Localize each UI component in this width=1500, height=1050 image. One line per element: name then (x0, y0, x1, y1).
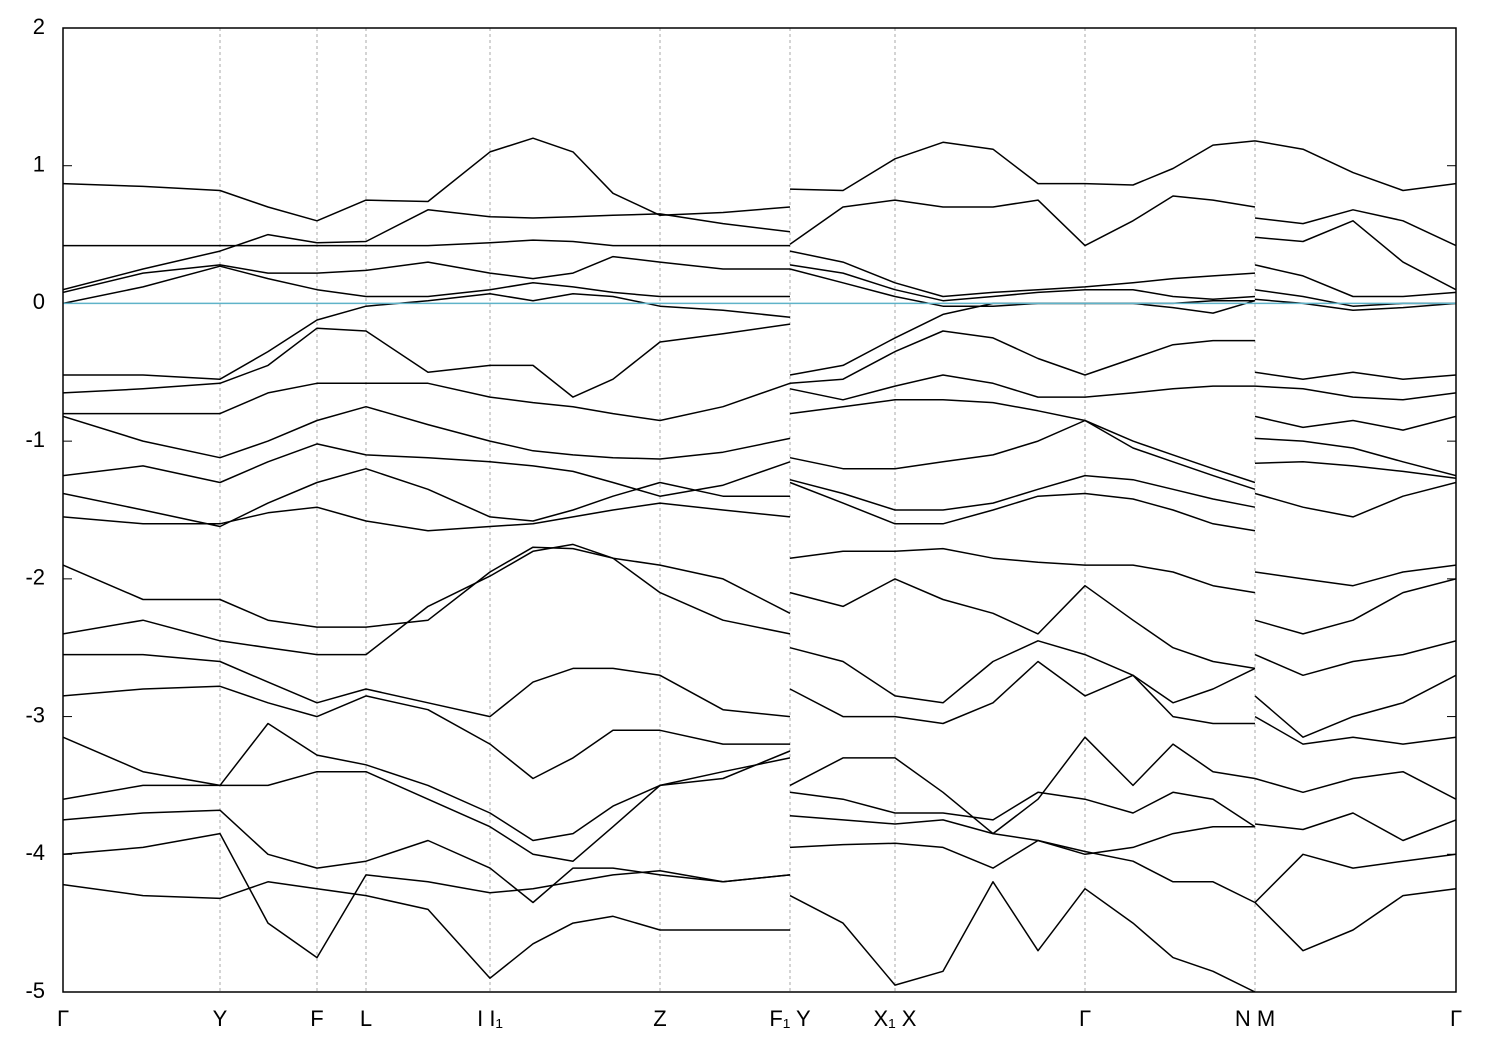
x-tick-label: I I₁ (477, 1006, 503, 1031)
x-tick-label: F₁ Y (769, 1006, 811, 1031)
band-line (63, 195, 1456, 247)
y-tick-label: 0 (33, 289, 45, 314)
band-line (63, 255, 1456, 302)
band-line (63, 399, 1456, 484)
band-line (63, 419, 1456, 497)
band-line (63, 757, 1456, 862)
band-line (63, 323, 1456, 398)
y-tick-label: -3 (25, 702, 45, 727)
x-tick-label: Γ (57, 1006, 69, 1031)
plot-area (63, 28, 1456, 992)
x-tick-label: L (360, 1006, 372, 1031)
y-tick-label: 1 (33, 152, 45, 177)
plot-frame (62, 27, 1457, 993)
x-tick-label: Z (653, 1006, 666, 1031)
band-line (63, 481, 1456, 532)
band-line (63, 832, 1456, 959)
band-line (63, 715, 1456, 842)
x-tick-label: X₁ X (874, 1006, 917, 1031)
y-tick-label: -2 (25, 565, 45, 590)
band-line (63, 640, 1456, 718)
band-line (63, 660, 1456, 780)
y-tick-label: -1 (25, 427, 45, 452)
x-tick-label: F (310, 1006, 323, 1031)
x-tick-label: Γ (1079, 1006, 1091, 1031)
x-tick-label: N M (1235, 1006, 1275, 1031)
band-line (63, 543, 1456, 670)
y-tick-label: -4 (25, 840, 45, 865)
band-line (63, 374, 1456, 422)
y-tick-label: -5 (25, 978, 45, 1003)
band-line (63, 546, 1456, 628)
band-line (63, 137, 1456, 222)
x-tick-label: Y (213, 1006, 228, 1031)
band-line (63, 209, 1456, 298)
x-tick-label: Γ (1450, 1006, 1462, 1031)
y-tick-label: 2 (33, 14, 45, 39)
band-line (63, 881, 1456, 992)
